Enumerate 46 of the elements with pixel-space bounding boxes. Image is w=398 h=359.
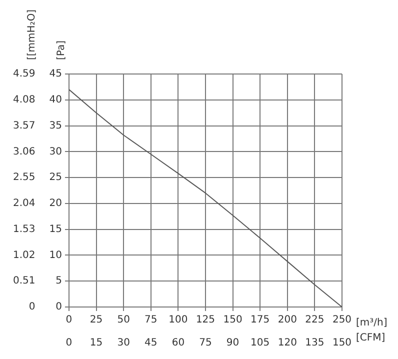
x-tick-label: 75 — [144, 314, 158, 326]
y-tick-label: 45 — [49, 68, 62, 80]
x2-tick-label: 75 — [199, 338, 212, 349]
x-tick-label: 150 — [223, 314, 242, 326]
y-tick-label: 0 — [56, 302, 62, 313]
x-tick-label: 0 — [66, 314, 72, 326]
x2-tick-label: 150 — [332, 338, 352, 349]
y-tick-label: 25 — [49, 172, 62, 184]
x-tick-label: 250 — [332, 314, 352, 326]
x2-tick-label: 30 — [117, 338, 130, 349]
y-tick-label: 10 — [49, 250, 62, 261]
y2-tick-label: 1.02 — [13, 250, 36, 261]
x2-tick-label: 15 — [90, 338, 103, 349]
x2-tick-label: 60 — [172, 338, 185, 349]
y2-tick-label: 4.59 — [13, 68, 36, 80]
y-tick-label: 15 — [49, 224, 62, 235]
x2-tick-label: 45 — [144, 338, 158, 349]
x-tick-label: 175 — [250, 314, 270, 326]
y-tick-label: 35 — [49, 120, 62, 132]
y2-tick-label: 1.53 — [13, 224, 36, 235]
y-axis-title: [Pa] — [56, 40, 68, 60]
y2-tick-label: 2.55 — [13, 172, 36, 184]
y2-tick-label: 4.08 — [13, 94, 36, 106]
x2-tick-label: 105 — [250, 338, 270, 349]
y2-tick-label: 3.06 — [13, 146, 36, 158]
x-tick-label: 100 — [168, 314, 188, 326]
y2-tick-label: 0.51 — [13, 276, 36, 287]
x2-axis-title: [CFM] — [356, 332, 386, 344]
x-tick-label: 125 — [196, 314, 216, 326]
x2-tick-label: 120 — [278, 338, 297, 349]
x2-tick-label: 135 — [305, 338, 324, 349]
y-tick-label: 30 — [49, 146, 62, 158]
y2-tick-label: 3.57 — [13, 120, 36, 132]
x-axis-title: [m³/h] — [356, 318, 388, 329]
y2-tick-label: 0 — [28, 302, 36, 313]
y2-tick-label: 2.04 — [13, 198, 36, 210]
x2-tick-label: 0 — [66, 338, 72, 349]
x-tick-label: 225 — [305, 314, 324, 326]
y-tick-label: 40 — [49, 94, 62, 106]
y-tick-label: 20 — [49, 198, 62, 210]
x-tick-label: 200 — [278, 314, 297, 326]
x-tick-label: 25 — [90, 314, 103, 326]
y-tick-label: 5 — [56, 276, 62, 287]
x-tick-label: 50 — [117, 314, 130, 326]
x2-tick-label: 90 — [226, 338, 240, 349]
y2-axis-title: [[mmH₂O] — [26, 9, 38, 60]
